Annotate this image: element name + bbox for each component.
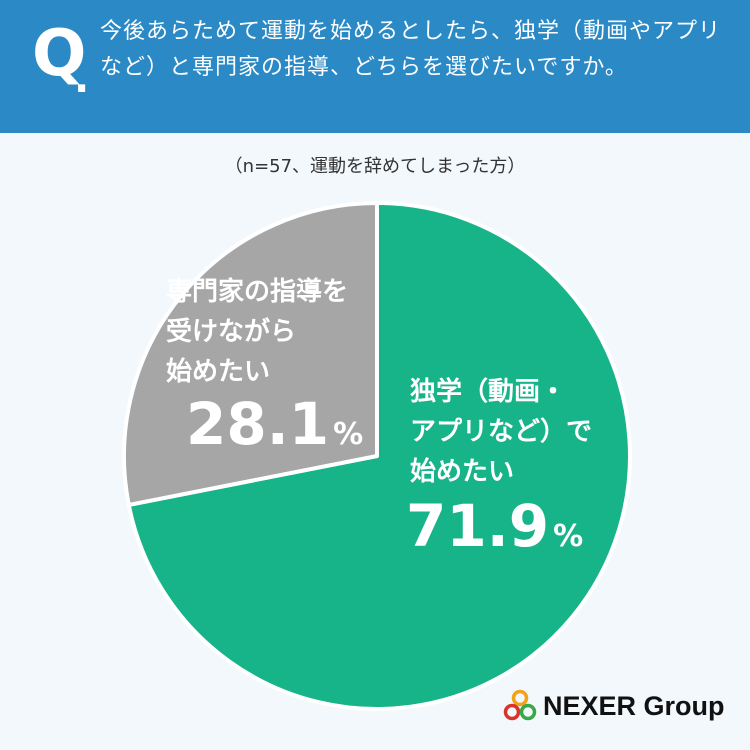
slice-label-line: 始めたい (410, 457, 515, 487)
value-label-self-study: 71.9% (406, 492, 583, 560)
value-unit: % (333, 417, 364, 452)
slice-label-line: 独学（動画・ (410, 377, 567, 407)
pie-slice-expert (122, 201, 379, 507)
slice-label-expert: 専門家の指導を 受けながら 始めたい (166, 272, 348, 392)
slice-label-line: 受けながら (166, 317, 297, 347)
slice-label-self-study: 独学（動画・ アプリなど）で 始めたい (410, 372, 592, 492)
question-header: Q . 今後あらためて運動を始めるとしたら、独学（動画やアプリなど）と専門家の指… (0, 0, 750, 133)
value-number: 71.9 (406, 492, 550, 560)
logo-rings-icon (503, 689, 537, 721)
sample-note: （n=57、運動を辞めてしまった方） (224, 156, 526, 177)
slice-label-line: 専門家の指導を (166, 277, 349, 307)
value-number: 28.1 (186, 390, 330, 458)
nexer-logo: NEXER Group (503, 684, 725, 728)
slice-label-line: 始めたい (166, 357, 271, 387)
logo-text: NEXER Group (543, 690, 725, 721)
q-mark: Q (32, 17, 87, 91)
value-unit: % (553, 519, 584, 554)
pie-slice-self-study (126, 201, 632, 711)
value-label-expert: 28.1% (186, 390, 363, 458)
slice-label-line: アプリなど）で (410, 417, 593, 447)
q-dot: . (74, 56, 90, 102)
question-text: 今後あらためて運動を始めるとしたら、独学（動画やアプリなど）と専門家の指導、どち… (100, 19, 722, 80)
